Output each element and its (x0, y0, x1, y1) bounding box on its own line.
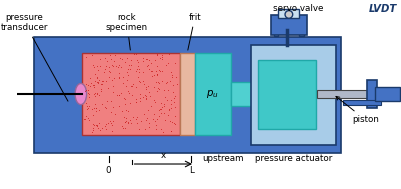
Text: rock
specimen: rock specimen (105, 12, 148, 50)
Ellipse shape (75, 84, 86, 105)
Text: pressure actuator: pressure actuator (254, 154, 332, 163)
Circle shape (284, 11, 292, 18)
Bar (374, 87, 399, 101)
Bar (257, 60, 315, 129)
Bar (367, 80, 376, 108)
Text: $p_u$: $p_u$ (205, 88, 218, 100)
Bar (81, 53, 179, 135)
Bar (316, 90, 369, 98)
Bar (231, 82, 284, 106)
Bar (277, 9, 299, 18)
Bar (34, 37, 340, 153)
Bar (194, 53, 231, 135)
Text: x: x (160, 151, 166, 160)
Text: 0: 0 (105, 166, 111, 175)
Bar (342, 100, 380, 105)
Text: frit: frit (187, 12, 201, 50)
Text: servo valve: servo valve (273, 4, 323, 13)
Text: piston: piston (335, 96, 378, 124)
Bar (270, 15, 306, 35)
Bar (273, 17, 304, 22)
Text: LVDT: LVDT (368, 4, 396, 14)
Bar (251, 45, 335, 145)
Text: upstream: upstream (201, 154, 243, 163)
Text: pressure
transducer: pressure transducer (0, 12, 68, 101)
Bar (299, 19, 304, 36)
Bar (179, 53, 194, 135)
Bar (273, 19, 277, 36)
Text: L: L (188, 166, 193, 175)
